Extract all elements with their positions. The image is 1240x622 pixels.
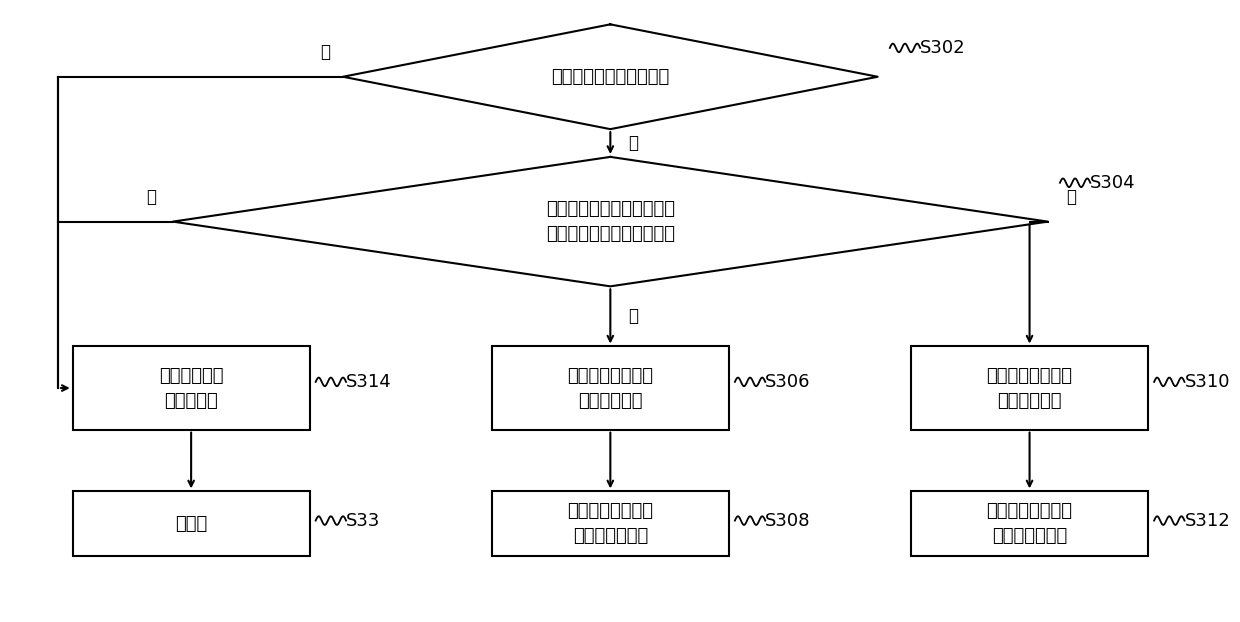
FancyBboxPatch shape — [73, 491, 310, 556]
FancyBboxPatch shape — [73, 346, 310, 430]
Text: S306: S306 — [765, 373, 811, 391]
Text: 负载设备不需
求调节信号: 负载设备不需 求调节信号 — [159, 366, 223, 409]
Text: 否: 否 — [146, 188, 156, 207]
FancyBboxPatch shape — [911, 491, 1148, 556]
Text: 否: 否 — [320, 44, 330, 62]
Text: 负载设备需求脉冲
宽度调制信号: 负载设备需求脉冲 宽度调制信号 — [987, 366, 1073, 409]
Text: S308: S308 — [765, 511, 811, 529]
Text: 检测是否有负载信号接入: 检测是否有负载信号接入 — [552, 68, 670, 86]
Text: 根据负载信号检测负载设备
是否需求飞控感知同步信号: 根据负载信号检测负载设备 是否需求飞控感知同步信号 — [546, 200, 675, 243]
Text: S302: S302 — [920, 39, 966, 57]
Text: 否: 否 — [1066, 188, 1076, 207]
Polygon shape — [343, 24, 878, 129]
Text: S304: S304 — [1090, 174, 1136, 192]
Text: 负载设备需求飞控
感知同步信号: 负载设备需求飞控 感知同步信号 — [568, 366, 653, 409]
Text: S310: S310 — [1184, 373, 1230, 391]
Text: 是: 是 — [629, 134, 639, 152]
Text: S33: S33 — [346, 511, 381, 529]
Text: 向负载设备输出脉
冲宽度调制信号: 向负载设备输出脉 冲宽度调制信号 — [987, 502, 1073, 545]
Polygon shape — [172, 157, 1048, 286]
Text: 无输出: 无输出 — [175, 514, 207, 532]
Text: S314: S314 — [346, 373, 392, 391]
FancyBboxPatch shape — [492, 346, 729, 430]
Text: 向负载设备输出飞
控感知同步信号: 向负载设备输出飞 控感知同步信号 — [568, 502, 653, 545]
FancyBboxPatch shape — [911, 346, 1148, 430]
Text: 是: 是 — [629, 307, 639, 325]
Text: S312: S312 — [1184, 511, 1230, 529]
FancyBboxPatch shape — [492, 491, 729, 556]
